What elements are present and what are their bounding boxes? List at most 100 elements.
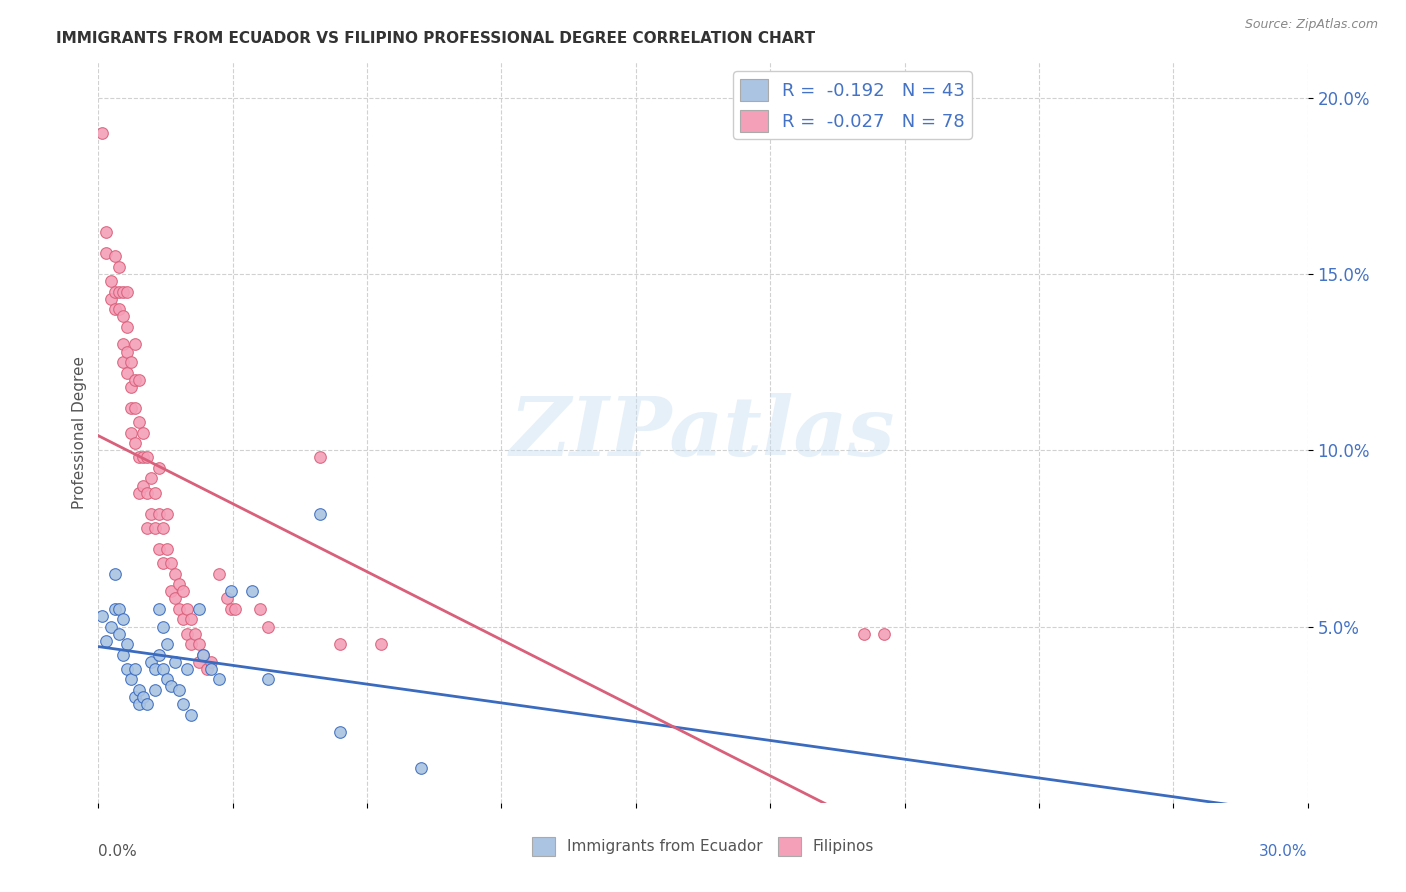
Point <box>160 556 183 570</box>
Point <box>120 673 142 687</box>
Point <box>256 619 278 633</box>
Point <box>128 415 150 429</box>
Point <box>217 591 239 606</box>
Point <box>115 344 138 359</box>
Point <box>111 612 134 626</box>
Point <box>100 292 122 306</box>
Point <box>152 556 174 570</box>
Point <box>184 626 207 640</box>
Point <box>409 760 432 774</box>
Point <box>111 648 134 662</box>
Point <box>143 683 166 698</box>
Point <box>163 591 186 606</box>
Point <box>100 619 122 633</box>
Point <box>128 697 150 711</box>
Point <box>100 274 122 288</box>
Point <box>224 602 246 616</box>
Point <box>91 609 114 624</box>
Point <box>135 450 157 465</box>
Point <box>115 319 138 334</box>
Point <box>135 485 157 500</box>
Point <box>193 648 215 662</box>
Point <box>128 373 150 387</box>
Point <box>139 507 162 521</box>
Point <box>180 707 202 722</box>
Point <box>208 566 231 581</box>
Point <box>111 355 134 369</box>
Text: ZIPatlas: ZIPatlas <box>510 392 896 473</box>
Point <box>103 285 125 299</box>
Point <box>329 637 352 651</box>
Point <box>176 626 198 640</box>
Point <box>156 673 179 687</box>
Point <box>96 633 118 648</box>
Point <box>139 471 162 485</box>
Point <box>208 673 231 687</box>
Point <box>132 425 155 440</box>
Point <box>111 285 134 299</box>
Point <box>124 662 146 676</box>
Point <box>139 655 162 669</box>
Point <box>128 485 150 500</box>
Point <box>221 584 243 599</box>
Point <box>107 285 129 299</box>
Point <box>124 337 146 351</box>
Point <box>176 602 198 616</box>
Point <box>107 602 129 616</box>
Point <box>200 655 222 669</box>
Point <box>152 662 174 676</box>
Text: 0.0%: 0.0% <box>98 844 138 858</box>
Point <box>156 637 179 651</box>
Point <box>256 673 278 687</box>
Point <box>200 662 222 676</box>
Point <box>143 521 166 535</box>
Point <box>329 725 352 739</box>
Point <box>221 602 243 616</box>
Point <box>176 662 198 676</box>
Point <box>309 507 332 521</box>
Point <box>853 626 876 640</box>
Point <box>240 584 263 599</box>
Point <box>148 648 170 662</box>
Point <box>172 697 194 711</box>
Point <box>135 697 157 711</box>
Point <box>135 521 157 535</box>
Point <box>132 478 155 492</box>
Point <box>180 612 202 626</box>
Point <box>107 626 129 640</box>
Point <box>124 690 146 704</box>
Point <box>143 485 166 500</box>
Point <box>120 425 142 440</box>
Point <box>160 584 183 599</box>
Point <box>120 380 142 394</box>
Point <box>160 680 183 694</box>
Point <box>167 602 190 616</box>
Point <box>156 541 179 556</box>
Point <box>172 612 194 626</box>
Text: IMMIGRANTS FROM ECUADOR VS FILIPINO PROFESSIONAL DEGREE CORRELATION CHART: IMMIGRANTS FROM ECUADOR VS FILIPINO PROF… <box>56 31 815 46</box>
Point <box>180 637 202 651</box>
Point <box>111 310 134 324</box>
Point <box>152 619 174 633</box>
Point <box>96 225 118 239</box>
Point <box>193 648 215 662</box>
Point <box>103 602 125 616</box>
Text: Source: ZipAtlas.com: Source: ZipAtlas.com <box>1244 18 1378 31</box>
Point <box>167 683 190 698</box>
Point <box>115 662 138 676</box>
Point <box>249 602 271 616</box>
Point <box>107 260 129 274</box>
Point <box>103 249 125 263</box>
Point <box>152 521 174 535</box>
Point <box>103 566 125 581</box>
Point <box>96 245 118 260</box>
Point <box>111 337 134 351</box>
Point <box>124 401 146 415</box>
Point <box>115 366 138 380</box>
Point <box>91 126 114 140</box>
Point <box>128 450 150 465</box>
Point <box>148 541 170 556</box>
Point <box>132 690 155 704</box>
Point <box>188 602 211 616</box>
Point <box>120 401 142 415</box>
